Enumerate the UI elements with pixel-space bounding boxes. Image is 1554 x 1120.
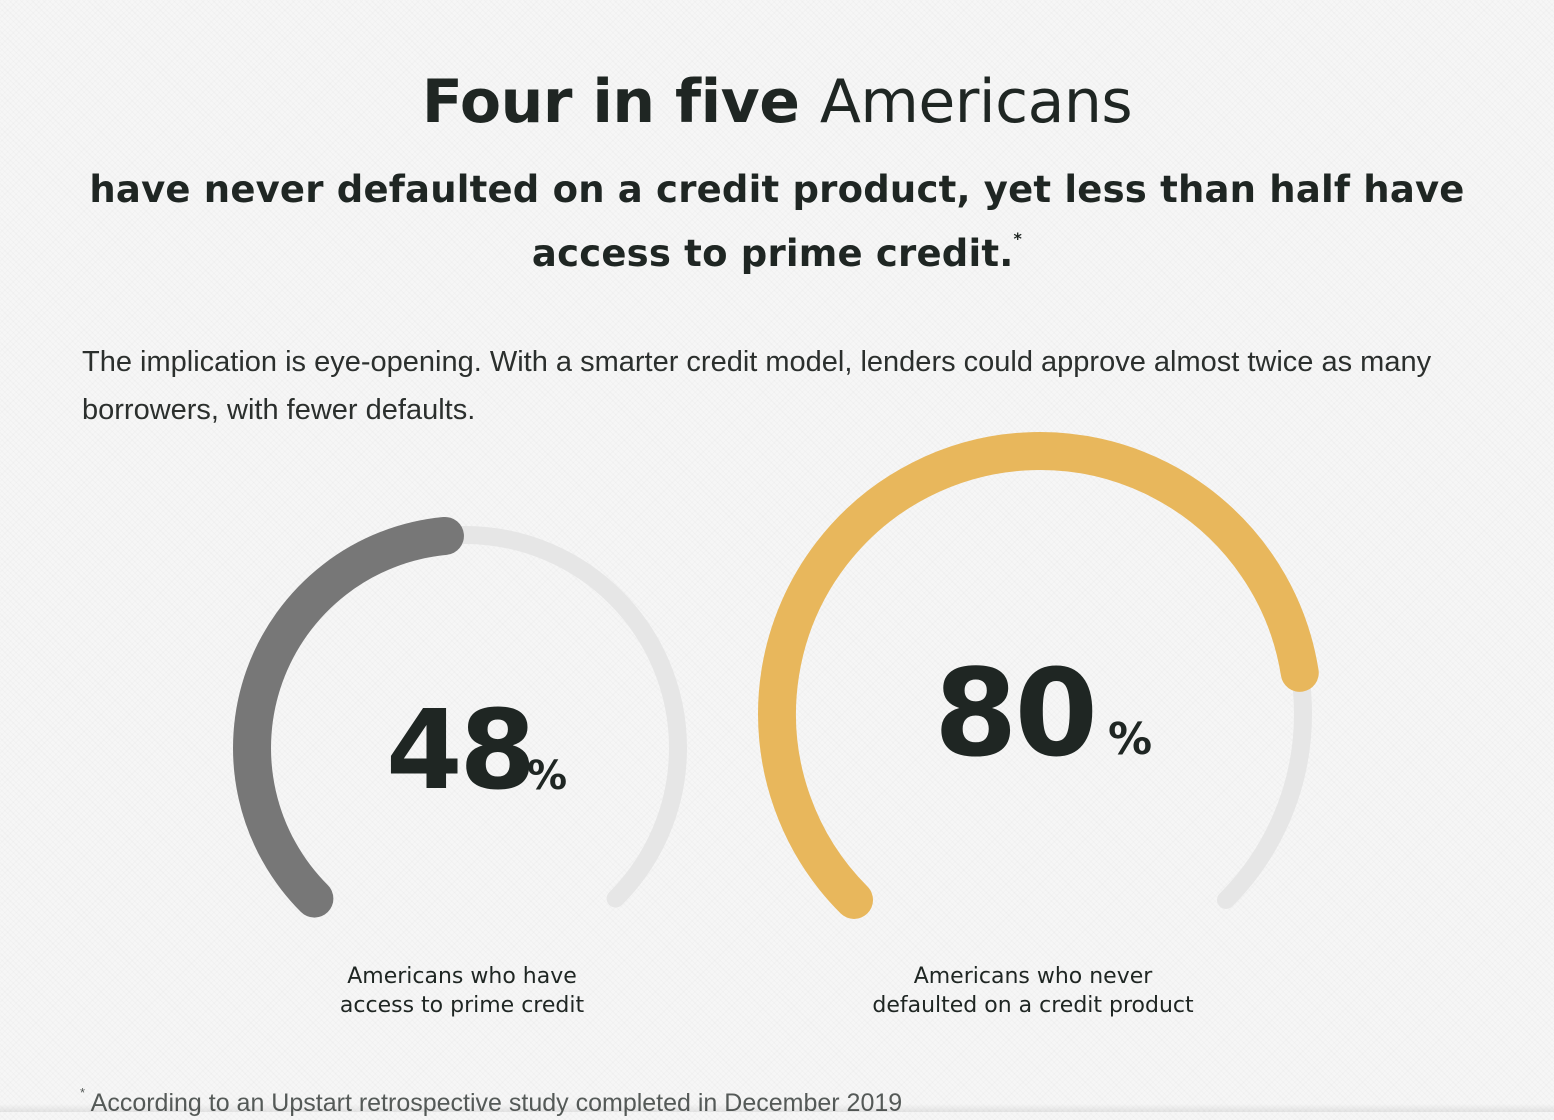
gauge-right-caption-line1: Americans who never (913, 964, 1153, 989)
gauge-left-caption: Americans who have access to prime credi… (262, 962, 662, 1020)
page-subheading: have never defaulted on a credit product… (20, 158, 1534, 286)
intro-paragraph: The implication is eye-opening. With a s… (82, 346, 1432, 426)
subheading-footnote-marker: * (1013, 229, 1023, 248)
gauge-right (758, 432, 1319, 919)
gauge-left-progress-arc (233, 516, 464, 918)
gauge-right-caption-line2: defaulted on a credit product (872, 993, 1194, 1018)
gauge-left-caption-line2: access to prime credit (339, 993, 585, 1018)
gauge-right-caption: Americans who never defaulted on a credi… (813, 962, 1253, 1020)
gauge-left (233, 516, 687, 918)
footnote: * According to an Upstart retrospective … (80, 1086, 902, 1120)
footnote-marker: * (80, 1085, 86, 1100)
subheading-text: have never defaulted on a credit product… (89, 168, 1465, 275)
footnote-text: According to an Upstart retrospective st… (90, 1089, 903, 1117)
page-bottom-edge (0, 1104, 1554, 1112)
gauge-right-progress-arc (758, 432, 1319, 919)
gauge-left-value: 48 (386, 686, 536, 814)
headline-light: Americans (819, 67, 1133, 137)
gauge-left-caption-line1: Americans who have (347, 964, 577, 989)
gauge-right-unit: % (1108, 714, 1153, 765)
gauge-right-value: 80 (934, 645, 1098, 784)
gauge-left-unit: % (527, 753, 568, 799)
page-headline: Four in five Americans (0, 66, 1554, 138)
headline-bold: Four in five (421, 67, 800, 137)
